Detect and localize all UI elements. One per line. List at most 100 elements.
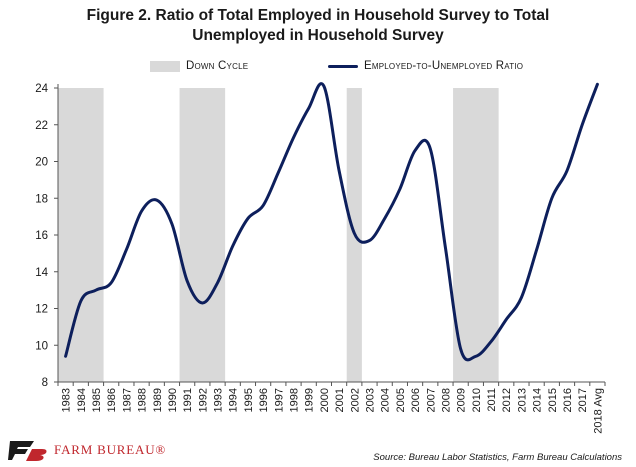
x-tick-label-2003: 2003 (364, 388, 376, 412)
y-tick-label-12: 12 (35, 304, 48, 316)
chart-source: Source: Bureau Labor Statistics, Farm Bu… (373, 452, 622, 463)
data-point-2014 (535, 248, 538, 251)
data-point-1999 (307, 107, 310, 110)
data-point-2011 (490, 340, 493, 343)
x-tick-label-2018-avg: 2018 Avg (592, 388, 604, 434)
legend-item-down-cycle: Down Cycle (150, 60, 248, 72)
x-tick-label-2000: 2000 (319, 388, 331, 412)
x-tick-label-2010: 2010 (471, 388, 483, 412)
data-point-2010 (474, 355, 477, 358)
x-tick-label-1983: 1983 (61, 388, 73, 412)
x-tick-label-1989: 1989 (152, 388, 164, 412)
farm-bureau-logo: FARM BUREAU® (8, 439, 166, 461)
farm-bureau-logo-icon (8, 441, 47, 461)
x-tick-label-1997: 1997 (273, 388, 285, 412)
y-tick-label-8: 8 (42, 377, 48, 389)
legend-label-down-cycle: Down Cycle (186, 60, 249, 72)
axis-layer (54, 84, 606, 386)
x-tick-label-1990: 1990 (167, 388, 179, 412)
x-tick-label-2007: 2007 (425, 388, 437, 412)
x-tick-label-2001: 2001 (334, 388, 346, 412)
y-tick-label-18: 18 (35, 193, 48, 205)
data-point-1983 (64, 355, 67, 358)
legend-label-ratio: Employed-to-Unemployed Ratio (364, 60, 524, 72)
data-point-2005 (398, 188, 401, 191)
data-point-2002 (353, 232, 356, 235)
data-point-2009 (459, 347, 462, 350)
data-point-2016 (566, 169, 569, 172)
x-tick-label-1998: 1998 (289, 388, 301, 412)
x-tick-label-1986: 1986 (106, 388, 118, 412)
line-layer (64, 82, 599, 362)
x-tick-label-2013: 2013 (516, 388, 528, 412)
x-tick-label-1987: 1987 (121, 388, 133, 412)
data-point-1994 (231, 245, 234, 248)
data-point-2001 (338, 169, 341, 172)
data-point-1987 (125, 248, 128, 251)
x-tick-label-1985: 1985 (91, 388, 103, 412)
chart-title-line-2: Unemployed in Household Survey (192, 27, 444, 44)
data-point-1996 (262, 204, 265, 207)
x-tick-label-1984: 1984 (76, 388, 88, 412)
data-point-1995 (246, 217, 249, 220)
data-point-1988 (140, 210, 143, 213)
x-tick-label-1992: 1992 (197, 388, 209, 412)
x-tick-label-2017: 2017 (577, 388, 589, 412)
x-tick-label-2009: 2009 (456, 388, 468, 412)
down-cycle-band-1 (58, 88, 104, 382)
x-tick-label-2016: 2016 (562, 388, 574, 412)
data-point-1992 (201, 301, 204, 304)
x-tick-label-2002: 2002 (349, 388, 361, 412)
down-cycle-band-2 (179, 88, 226, 382)
x-tick-label-2004: 2004 (380, 388, 392, 412)
y-tick-label-16: 16 (35, 230, 48, 242)
data-point-2008 (444, 246, 447, 249)
x-tick-label-2005: 2005 (395, 388, 407, 412)
data-point-1997 (277, 171, 280, 174)
data-point-2018-avg (596, 83, 599, 86)
data-point-1993 (216, 281, 219, 284)
chart-legend: Down Cycle Employed-to-Unemployed Ratio (0, 60, 636, 78)
x-tick-label-1999: 1999 (304, 388, 316, 412)
y-tick-label-10: 10 (35, 340, 48, 352)
data-point-1986 (110, 281, 113, 284)
series-line-ratio (64, 82, 599, 362)
x-tick-label-2015: 2015 (547, 388, 559, 412)
data-point-2000 (322, 85, 325, 88)
y-tick-label-24: 24 (35, 83, 48, 95)
x-tick-label-1991: 1991 (182, 388, 194, 412)
data-point-2006 (414, 149, 417, 152)
chart-title-line-1: Figure 2. Ratio of Total Employed in Hou… (86, 7, 550, 24)
x-tick-label-1996: 1996 (258, 388, 270, 412)
data-point-1990 (170, 222, 173, 225)
farm-bureau-logo-text: FARM BUREAU® (54, 442, 167, 457)
data-point-2003 (368, 239, 371, 242)
x-tick-label-2014: 2014 (532, 388, 544, 412)
data-point-2017 (581, 123, 584, 126)
x-tick-label-1988: 1988 (137, 388, 149, 412)
y-tick-label-14: 14 (35, 267, 48, 279)
data-point-2012 (505, 318, 508, 321)
data-point-2015 (550, 197, 553, 200)
legend-swatch-down-cycle (150, 60, 180, 72)
chart-title: Figure 2. Ratio of Total Employed in Hou… (0, 6, 636, 46)
legend-item-ratio: Employed-to-Unemployed Ratio (328, 60, 523, 72)
shading-layer (58, 88, 499, 382)
x-tick-label-2011: 2011 (486, 388, 498, 412)
data-point-2013 (520, 296, 523, 299)
data-point-2004 (383, 217, 386, 220)
x-tick-label-2006: 2006 (410, 388, 422, 412)
data-point-1989 (155, 199, 158, 202)
data-point-2007 (429, 147, 432, 150)
y-tick-label-20: 20 (35, 157, 48, 169)
x-tick-label-2008: 2008 (440, 388, 452, 412)
data-point-1984 (79, 300, 82, 303)
data-point-1998 (292, 136, 295, 139)
x-tick-label-1993: 1993 (213, 388, 225, 412)
legend-swatch-ratio (328, 64, 358, 68)
data-point-1991 (186, 279, 189, 282)
x-tick-label-1994: 1994 (228, 388, 240, 412)
down-cycle-band-4 (453, 88, 499, 382)
y-tick-label-22: 22 (35, 120, 48, 132)
